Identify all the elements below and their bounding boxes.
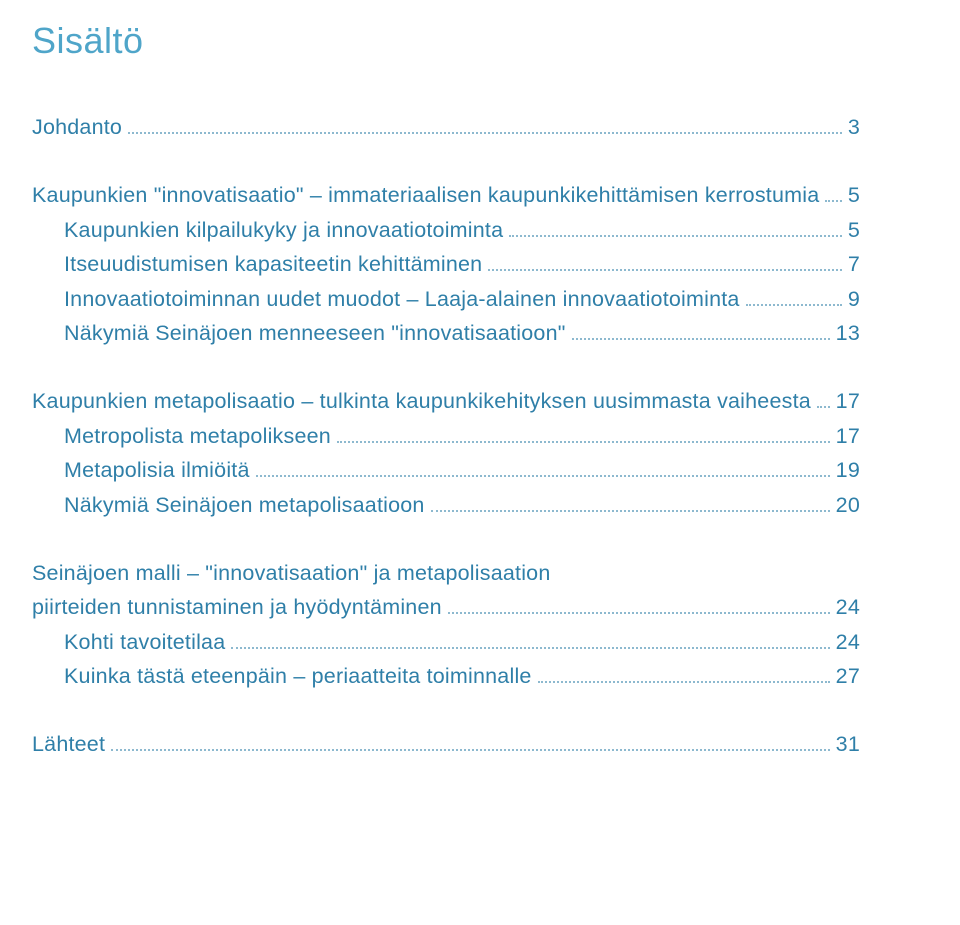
toc-entry-label: Seinäjoen malli – "innovatisaation" ja m… bbox=[32, 556, 551, 590]
leader-dots bbox=[746, 291, 842, 306]
toc-entry-page: 17 bbox=[836, 419, 860, 453]
toc-entry-label: Johdanto bbox=[32, 110, 122, 144]
toc-entry-page: 17 bbox=[836, 384, 860, 418]
leader-dots bbox=[509, 222, 842, 237]
toc-entry-page: 13 bbox=[836, 316, 860, 350]
leader-dots bbox=[448, 599, 830, 614]
toc-group: Lähteet 31 bbox=[32, 727, 860, 761]
toc-group: Johdanto 3 bbox=[32, 110, 860, 144]
toc-entry-label: Kaupunkien kilpailukyky ja innovaatiotoi… bbox=[64, 213, 503, 247]
toc-entry[interactable]: Kaupunkien metapolisaatio – tulkinta kau… bbox=[32, 384, 860, 418]
leader-dots bbox=[572, 325, 830, 340]
toc-entry[interactable]: Seinäjoen malli – "innovatisaation" ja m… bbox=[32, 556, 860, 590]
toc-entry-page: 20 bbox=[836, 488, 860, 522]
toc-entry-label: Lähteet bbox=[32, 727, 105, 761]
toc-entry-page: 27 bbox=[836, 659, 860, 693]
toc-entry-label: Näkymiä Seinäjoen menneeseen "innovatisa… bbox=[64, 316, 566, 350]
toc-entry[interactable]: Näkymiä Seinäjoen metapolisaatioon 20 bbox=[32, 488, 860, 522]
leader-dots bbox=[111, 737, 830, 752]
toc-entry[interactable]: Näkymiä Seinäjoen menneeseen "innovatisa… bbox=[32, 316, 860, 350]
leader-dots bbox=[825, 188, 841, 203]
toc-entry-page: 3 bbox=[848, 110, 860, 144]
leader-dots bbox=[817, 393, 830, 408]
toc-entry[interactable]: Itseuudistumisen kapasiteetin kehittämin… bbox=[32, 247, 860, 281]
toc-entry[interactable]: Metropolista metapolikseen 17 bbox=[32, 419, 860, 453]
toc-entry[interactable]: Kohti tavoitetilaa 24 bbox=[32, 625, 860, 659]
toc-entry[interactable]: Innovaatiotoiminnan uudet muodot – Laaja… bbox=[32, 282, 860, 316]
leader-dots bbox=[488, 256, 842, 271]
toc-entry-page: 9 bbox=[848, 282, 860, 316]
toc-entry-page: 24 bbox=[836, 625, 860, 659]
toc-entry[interactable]: Kaupunkien kilpailukyky ja innovaatiotoi… bbox=[32, 213, 860, 247]
toc-entry[interactable]: Johdanto 3 bbox=[32, 110, 860, 144]
page-title: Sisältö bbox=[32, 20, 860, 62]
toc-group: Kaupunkien metapolisaatio – tulkinta kau… bbox=[32, 384, 860, 522]
toc-entry-page: 5 bbox=[848, 178, 860, 212]
toc-entry-label: Metapolisia ilmiöitä bbox=[64, 453, 250, 487]
toc-entry-label: Kuinka tästä eteenpäin – periaatteita to… bbox=[64, 659, 532, 693]
toc-entry-label: Kaupunkien metapolisaatio – tulkinta kau… bbox=[32, 384, 811, 418]
leader-dots bbox=[337, 428, 830, 443]
toc-entry-page: 19 bbox=[836, 453, 860, 487]
toc-entry-label: Innovaatiotoiminnan uudet muodot – Laaja… bbox=[64, 282, 740, 316]
toc-entry[interactable]: Kuinka tästä eteenpäin – periaatteita to… bbox=[32, 659, 860, 693]
toc-entry-label: piirteiden tunnistaminen ja hyödyntämine… bbox=[32, 590, 442, 624]
leader-dots bbox=[431, 497, 830, 512]
toc-entry[interactable]: piirteiden tunnistaminen ja hyödyntämine… bbox=[32, 590, 860, 624]
toc-entry-label: Kohti tavoitetilaa bbox=[64, 625, 225, 659]
toc-entry[interactable]: Lähteet 31 bbox=[32, 727, 860, 761]
toc-entry-page: 24 bbox=[836, 590, 860, 624]
leader-dots bbox=[538, 668, 830, 683]
leader-dots bbox=[231, 634, 829, 649]
toc-entry-label: Kaupunkien "innovatisaatio" – immateriaa… bbox=[32, 178, 819, 212]
table-of-contents: Johdanto 3 Kaupunkien "innovatisaatio" – i… bbox=[32, 110, 860, 762]
toc-group: Seinäjoen malli – "innovatisaation" ja m… bbox=[32, 556, 860, 694]
toc-entry[interactable]: Metapolisia ilmiöitä 19 bbox=[32, 453, 860, 487]
toc-group: Kaupunkien "innovatisaatio" – immateriaa… bbox=[32, 178, 860, 350]
toc-entry-page: 7 bbox=[848, 247, 860, 281]
leader-dots bbox=[128, 119, 842, 134]
toc-entry[interactable]: Kaupunkien "innovatisaatio" – immateriaa… bbox=[32, 178, 860, 212]
toc-entry-label: Näkymiä Seinäjoen metapolisaatioon bbox=[64, 488, 425, 522]
leader-dots bbox=[256, 462, 830, 477]
toc-entry-page: 5 bbox=[848, 213, 860, 247]
toc-entry-label: Itseuudistumisen kapasiteetin kehittämin… bbox=[64, 247, 482, 281]
toc-entry-label: Metropolista metapolikseen bbox=[64, 419, 331, 453]
toc-entry-page: 31 bbox=[836, 727, 860, 761]
